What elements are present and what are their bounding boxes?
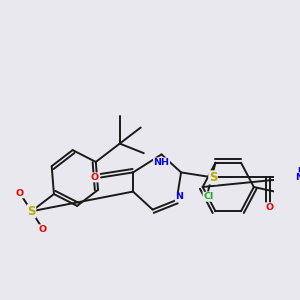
Text: S: S (209, 171, 217, 184)
Text: N: N (295, 173, 300, 182)
Text: O: O (266, 203, 274, 212)
Text: N: N (176, 193, 183, 202)
Text: S: S (27, 205, 36, 218)
Text: O: O (39, 225, 47, 234)
Text: O: O (91, 173, 99, 182)
Text: Cl: Cl (203, 192, 213, 201)
Text: NH: NH (154, 158, 169, 167)
Text: H: H (297, 167, 300, 176)
Text: O: O (16, 189, 24, 198)
